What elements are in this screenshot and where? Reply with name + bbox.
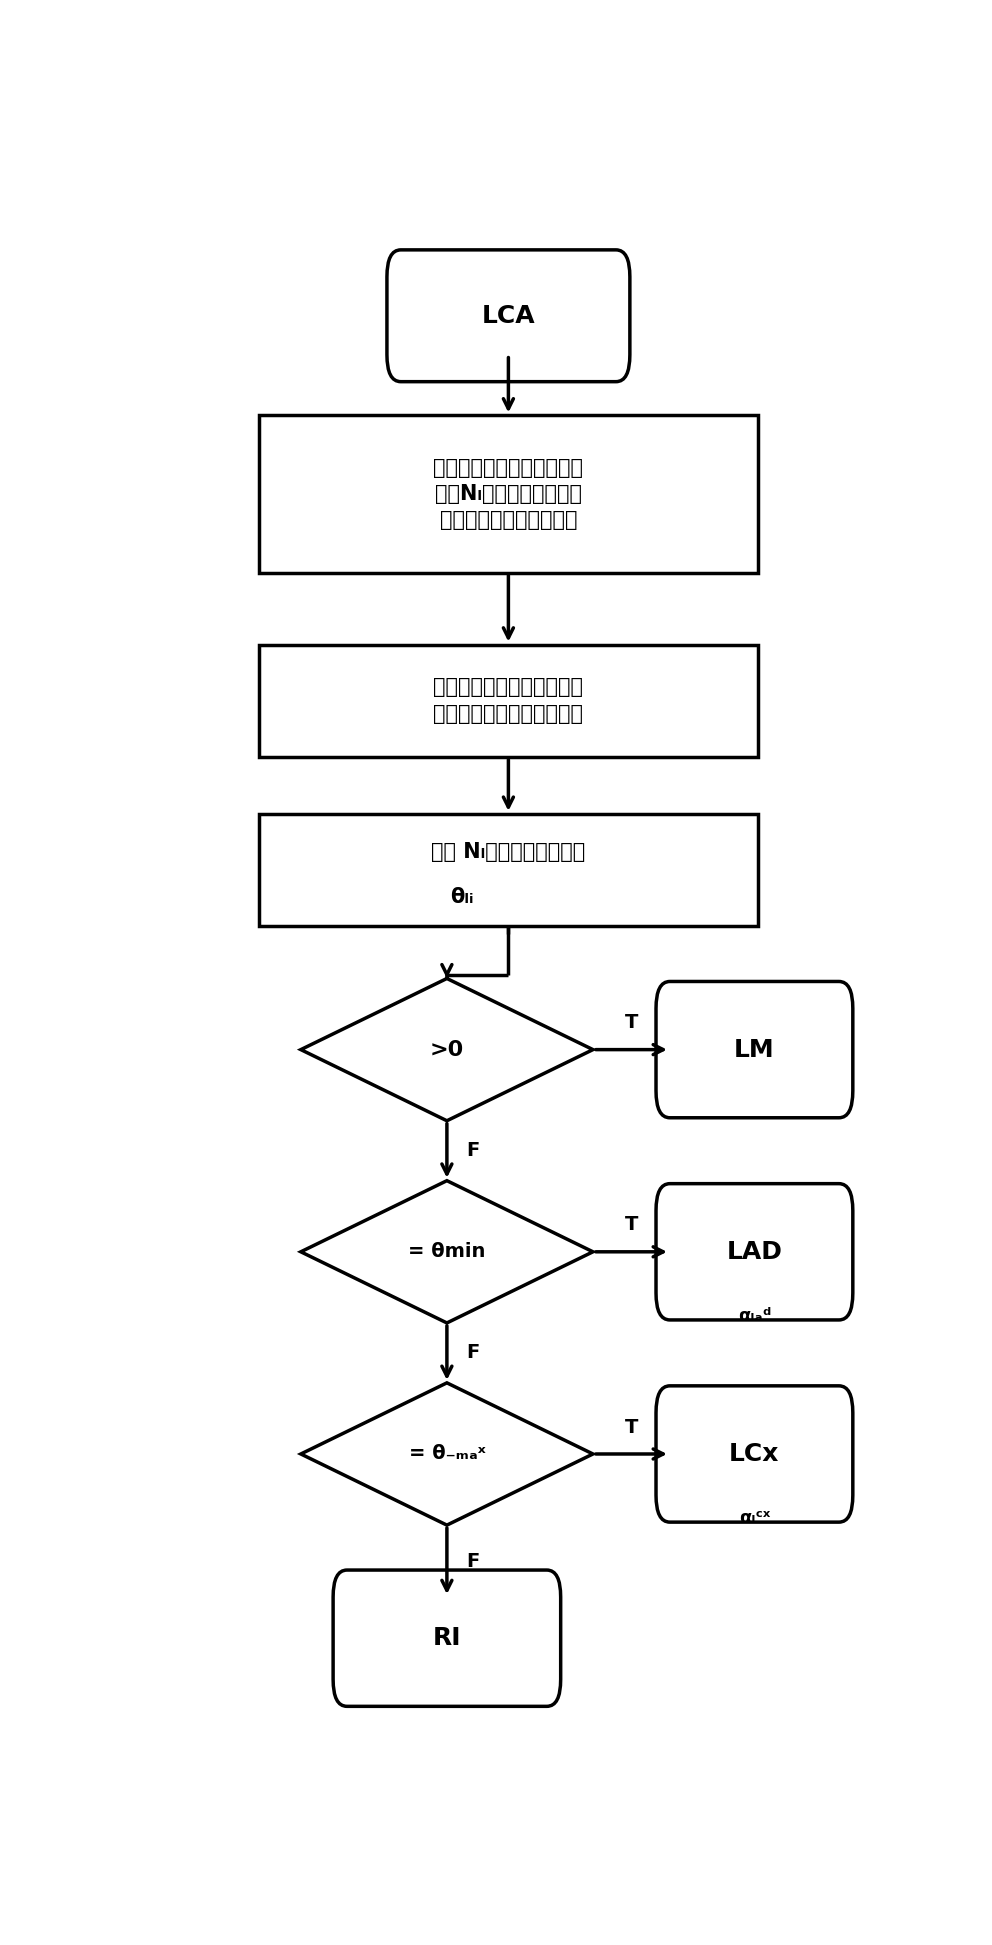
Text: RI: RI [433, 1626, 461, 1649]
Text: = θmin: = θmin [409, 1243, 485, 1260]
Bar [259, 644, 758, 757]
Bar [259, 813, 758, 926]
FancyBboxPatch shape [656, 982, 853, 1118]
Text: = θ₋ₘₐˣ: = θ₋ₘₐˣ [409, 1445, 485, 1463]
Polygon shape [301, 978, 593, 1120]
Text: LM: LM [734, 1037, 775, 1062]
Text: LCA: LCA [481, 303, 536, 329]
Text: 计算游离边和叶节点，计算
节点Nₗ到所有叶节点的最
短路径节点和路径上的边: 计算游离边和叶节点，计算 节点Nₗ到所有叶节点的最 短路径节点和路径上的边 [434, 457, 583, 531]
Text: T: T [625, 1216, 638, 1235]
Text: T: T [625, 1418, 638, 1437]
Text: F: F [466, 1344, 479, 1362]
FancyBboxPatch shape [656, 1387, 853, 1523]
Text: F: F [466, 1552, 479, 1570]
Text: LAD: LAD [726, 1239, 783, 1264]
Text: 查找 Nₗ所连各边中値角度: 查找 Nₗ所连各边中値角度 [432, 842, 585, 862]
FancyBboxPatch shape [387, 249, 630, 381]
Text: F: F [466, 1142, 479, 1161]
FancyBboxPatch shape [333, 1570, 560, 1706]
Text: αₗₐᵈ: αₗₐᵈ [738, 1307, 771, 1325]
Text: >0: >0 [430, 1041, 464, 1060]
Text: αₗᶜˣ: αₗᶜˣ [739, 1509, 770, 1527]
Bar [259, 416, 758, 572]
FancyBboxPatch shape [656, 1185, 853, 1321]
Text: 计算所有边相对于其连接的
起始节点的球空间中値角度: 计算所有边相对于其连接的 起始节点的球空间中値角度 [434, 677, 583, 724]
Text: T: T [625, 1013, 638, 1033]
Text: LCx: LCx [729, 1441, 780, 1467]
Polygon shape [301, 1181, 593, 1323]
Text: θₗᵢ: θₗᵢ [450, 887, 474, 906]
Polygon shape [301, 1383, 593, 1525]
